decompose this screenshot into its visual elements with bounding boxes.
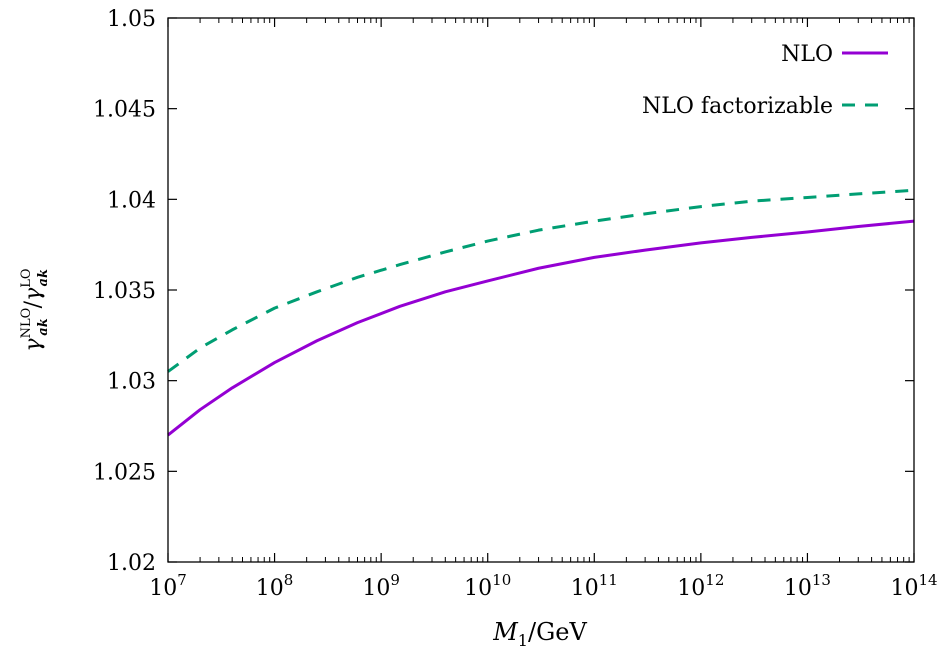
y-label-num-sub: ak [36,318,51,335]
x-label-rest: /GeV [528,618,587,646]
x-tick-label: 1010 [464,571,511,601]
x-label-var: M [492,618,519,646]
series-line-1 [167,188,915,373]
y-tick-label: 1.05 [107,7,156,32]
y-label-num-base: γ [21,338,46,352]
y-label-den-base: γ [21,287,46,301]
x-tick-label: 108 [256,571,294,601]
y-label-den-sup: LO [19,268,34,287]
y-axis-label: γNLO ak/γLO ak [19,268,51,351]
y-tick-label: 1.035 [93,279,156,304]
plot-frame [167,17,915,563]
legend-label-1: NLO factorizable [642,94,833,119]
x-tick-label: 1014 [890,571,937,601]
y-label-num-sup: NLO [19,308,34,339]
y-label-den-sub: ak [36,269,51,286]
x-tick-label: 109 [362,571,400,601]
y-tick-label: 1.02 [107,551,156,576]
series-layer [167,188,915,437]
x-tick-labels: 107 108 109 1010 1011 1012 1013 1014 [149,571,937,601]
x-tick-label: 1011 [571,571,618,601]
x-axis-label: M1/GeV [492,618,587,650]
y-tick-label: 1.03 [107,370,156,395]
y-label-slash: / [21,300,46,308]
y-tick-label: 1.04 [107,188,156,213]
x-tick-label: 1012 [677,571,724,601]
x-label-sub: 1 [518,631,528,650]
legend: NLO NLO factorizable [642,42,888,119]
y-tick-label: 1.045 [93,98,156,123]
y-tick-labels: 1.02 1.025 1.03 1.035 1.04 1.045 1.05 [93,7,156,576]
x-tick-label: 107 [149,571,187,601]
series-line-0 [167,219,915,437]
x-tick-label: 1013 [784,571,831,601]
legend-label-0: NLO [781,42,833,67]
y-tick-label: 1.025 [93,460,156,485]
